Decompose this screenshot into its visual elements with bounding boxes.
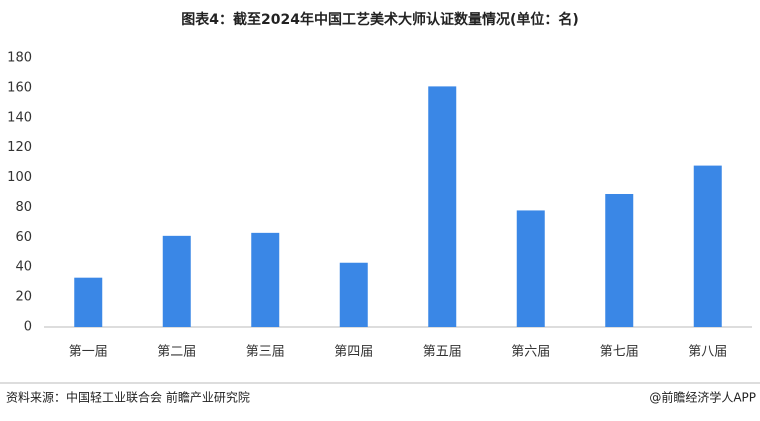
y-tick-label: 160 [7,80,32,95]
x-tick-label: 第六届 [511,345,550,360]
credit: @前瞻经济学人APP [649,390,756,405]
bar [251,232,280,327]
x-tick-label: 第二届 [157,345,196,360]
y-tick-label: 40 [15,260,32,275]
y-tick-label: 0 [24,320,32,335]
y-tick-label: 180 [7,51,32,66]
bar [516,210,545,327]
bar [74,277,103,327]
bar [428,86,457,328]
x-tick-label: 第一届 [69,345,108,360]
y-tick-label: 140 [7,110,32,125]
source-note: 资料来源：中国轻工业联合会 前瞻产业研究院 [6,390,250,405]
x-tick-label: 第七届 [600,345,639,360]
x-tick-label: 第四届 [334,345,373,360]
chart-title: 图表4：截至2024年中国工艺美术大师认证数量情况(单位：名) [181,11,579,28]
bar [162,235,191,327]
y-tick-label: 80 [15,200,32,215]
x-tick-label: 第八届 [688,345,727,360]
x-tick-label: 第五届 [423,345,462,360]
bar [605,193,634,327]
y-tick-label: 20 [15,290,32,305]
y-tick-label: 60 [15,230,32,245]
y-tick-label: 100 [7,170,32,185]
bar [693,165,722,327]
bar [339,262,368,327]
x-tick-label: 第三届 [246,345,285,360]
y-tick-label: 120 [7,140,32,155]
